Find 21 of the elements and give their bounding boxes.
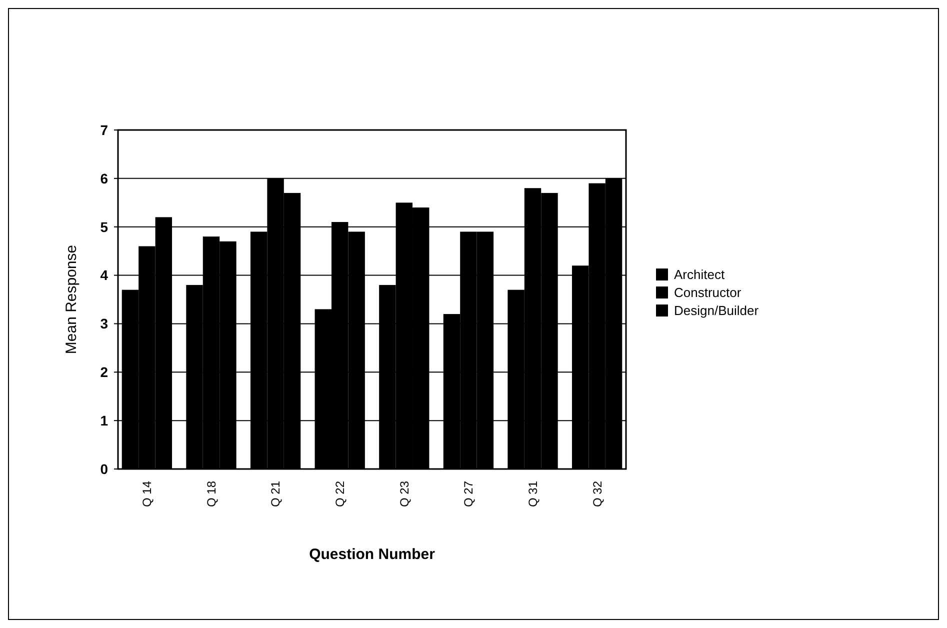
x-axis-title: Question Number: [309, 546, 436, 563]
y-tick-label: 4: [100, 267, 108, 284]
y-tick-label: 0: [100, 460, 108, 477]
x-tick-label: Q 31: [526, 480, 540, 508]
legend-label: Constructor: [674, 285, 742, 300]
y-tick-label: 3: [100, 316, 108, 332]
x-tick-label: Q 27: [462, 480, 476, 508]
y-axis-title: Mean Response: [63, 244, 80, 354]
x-tick-label: Q 32: [590, 480, 604, 508]
x-tick-label: Q 21: [268, 480, 283, 508]
y-tick-label: 5: [100, 218, 108, 235]
x-tick-label: Q 18: [204, 480, 218, 508]
y-tick-label: 7: [100, 122, 108, 138]
legend-label: Design/Builder: [674, 303, 760, 318]
x-tick-label: Q 14: [140, 480, 154, 508]
x-tick-label: Q 22: [333, 480, 348, 508]
y-tick-label: 1: [100, 412, 108, 428]
legend-label: Architect: [674, 267, 725, 282]
y-tick-label: 2: [100, 364, 108, 380]
y-tick-label: 6: [100, 170, 108, 186]
x-tick-label: Q 23: [397, 480, 412, 508]
